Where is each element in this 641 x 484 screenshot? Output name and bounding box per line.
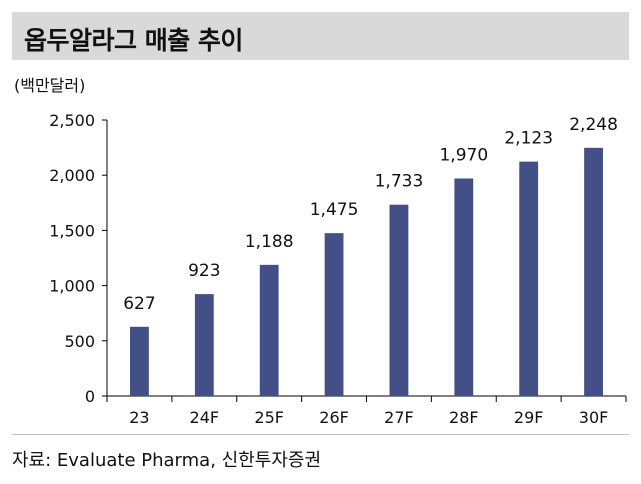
- source-note: 자료: Evaluate Pharma, 신한투자증권: [12, 450, 321, 471]
- x-tick-label: 26F: [319, 408, 349, 427]
- y-tick-label: 500: [64, 332, 95, 351]
- y-tick-label: 1,000: [49, 277, 95, 296]
- bar: [259, 264, 279, 396]
- data-label: 1,475: [310, 200, 359, 220]
- x-tick-label: 24F: [190, 408, 220, 427]
- bars: [130, 147, 603, 396]
- y-tick-label: 1,500: [49, 221, 95, 240]
- x-tick-label: 23: [129, 408, 149, 427]
- x-tick-label: 28F: [449, 408, 479, 427]
- y-tick-label: 0: [85, 387, 95, 406]
- y-axis-ticks: 0 500 1,000 1,500 2,000 2,500: [49, 111, 107, 406]
- bar: [130, 326, 149, 396]
- bar: [519, 161, 539, 396]
- data-label: 1,188: [245, 232, 294, 252]
- bar: [324, 233, 344, 396]
- data-label: 627: [123, 294, 155, 314]
- y-tick-label: 2,000: [49, 166, 95, 185]
- x-tick-label: 29F: [514, 408, 544, 427]
- bar: [389, 204, 409, 396]
- x-axis-ticks: 23 24F 25F 26F 27F 28F 29F 30F: [106, 396, 627, 427]
- bar: [584, 147, 603, 396]
- bar: [454, 178, 474, 396]
- data-label: 1,733: [375, 172, 424, 192]
- title-band: 옵두알라그 매출 추이: [12, 12, 629, 60]
- bar: [194, 294, 214, 396]
- data-label: 2,248: [569, 115, 618, 135]
- data-labels: 627 923 1,188 1,475 1,733 1,970 2,123 2,248: [123, 115, 618, 314]
- chart-title: 옵두알라그 매출 추이: [24, 26, 243, 55]
- data-label: 1,970: [439, 146, 488, 166]
- x-tick-label: 30F: [579, 408, 609, 427]
- y-tick-label: 2,500: [49, 111, 95, 130]
- unit-label: (백만달러): [14, 76, 86, 95]
- data-label: 2,123: [504, 129, 553, 149]
- source-divider: [12, 434, 629, 435]
- axes: [106, 120, 626, 397]
- x-tick-label: 25F: [254, 408, 284, 427]
- data-label: 923: [188, 261, 220, 281]
- x-tick-label: 27F: [384, 408, 414, 427]
